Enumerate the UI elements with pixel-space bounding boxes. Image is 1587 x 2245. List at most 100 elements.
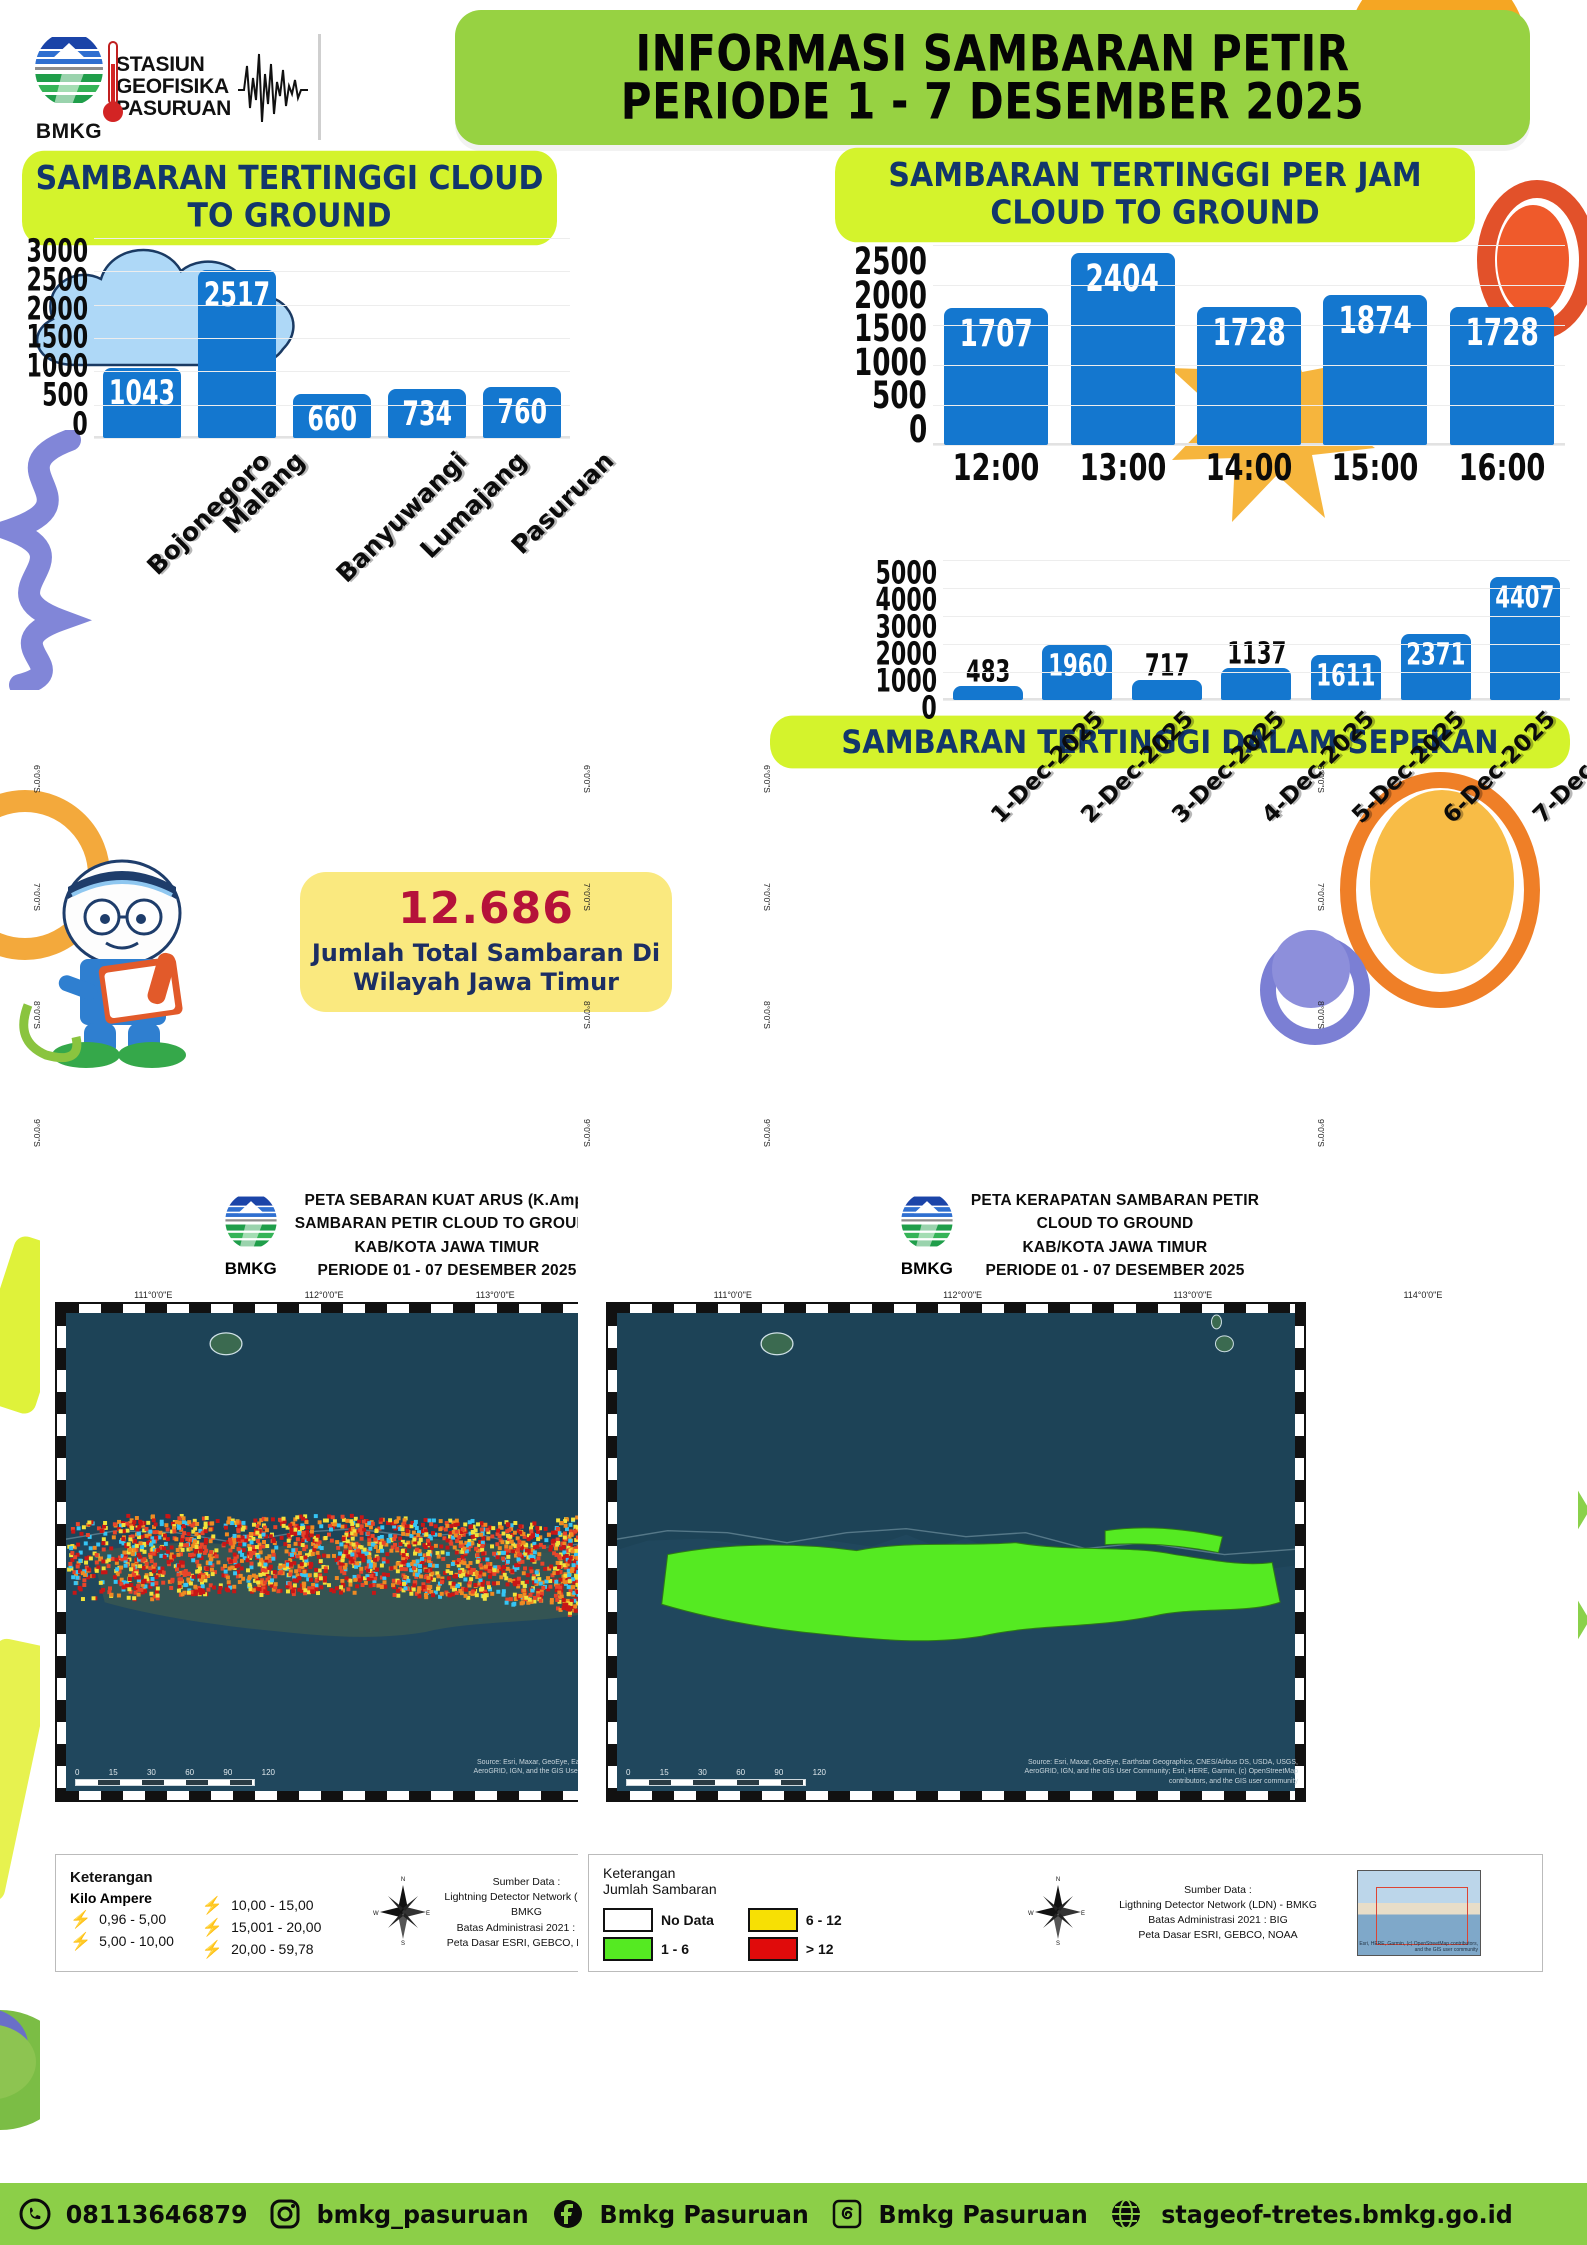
compass-rose-left: N W E S xyxy=(370,1873,436,1954)
y-tick: 3000 xyxy=(26,233,88,270)
seismograph-icon xyxy=(238,53,308,123)
gridline xyxy=(943,644,1570,645)
bar[interactable]: 2404 xyxy=(1070,252,1175,445)
x-labels-region: Bojonegoro Malang Banyuwangi Lumajang Pasuru… xyxy=(94,446,619,588)
footer-contact-item[interactable]: bmkg_pasuruan xyxy=(268,2197,534,2231)
scale-label: 120 xyxy=(261,1768,275,1777)
gridline xyxy=(943,700,1570,701)
x-labels-weekly: 1-Dec-2025 2-Dec-2025 3-Dec-2025 4-Dec-2025… xyxy=(943,706,1587,829)
gridline xyxy=(94,304,570,306)
bmkg-logo: BMKG xyxy=(30,31,108,144)
source-right-l1: Sumber Data : xyxy=(1184,1883,1252,1896)
x-tick-label: 14:00 xyxy=(1205,446,1293,490)
gridline xyxy=(933,245,1565,246)
instagram-icon[interactable] xyxy=(268,2197,302,2231)
gridline xyxy=(94,271,570,273)
lat-tick: 6°0'0"S xyxy=(1316,765,1326,793)
title-line-2: PERIODE 1 - 7 DESEMBER 2025 xyxy=(620,72,1365,130)
lon-tick: 112°0'0"E xyxy=(943,1290,983,1300)
footer-contact-text: 08113646879 xyxy=(65,2199,248,2229)
svg-text:N: N xyxy=(1056,1877,1060,1883)
y-tick: 0 xyxy=(908,406,927,452)
gridline xyxy=(933,285,1565,286)
x-tick-label: 15:00 xyxy=(1331,446,1419,490)
bar[interactable]: 1728 xyxy=(1449,306,1554,445)
gridline xyxy=(933,405,1565,406)
x-tick-slot: 3-Dec-2025 xyxy=(1124,706,1290,829)
lon-tick: 111°0'0"E xyxy=(134,1290,173,1300)
y-axis-weekly: 5000 4000 3000 2000 1000 0 xyxy=(845,558,937,725)
lat-tick: 8°0'0"S xyxy=(1316,1001,1326,1029)
legend-item: No Data xyxy=(603,1908,714,1932)
y-tick: 1000 xyxy=(875,663,937,700)
bar[interactable]: 483 xyxy=(952,655,1023,700)
y-tick: 1500 xyxy=(26,319,88,357)
bar[interactable]: 1874 xyxy=(1323,295,1428,445)
footer-contact-item[interactable]: stageof-tretes.bmkg.go.id xyxy=(1109,2197,1522,2231)
facebook-icon[interactable] xyxy=(551,2197,585,2231)
map-right-title-l1: PETA KERAPATAN SAMBARAN PETIR xyxy=(970,1192,1260,1209)
bar[interactable]: 1137 xyxy=(1221,636,1292,700)
station-name: STASIUN GEOFISIKA PASURUAN xyxy=(116,53,231,120)
map-right-scalebar: 0 15 30 60 90 120 xyxy=(626,1768,826,1786)
bmkg-logo-map-left: BMKG xyxy=(221,1192,281,1279)
legend-item: ⚡ 10,00 - 15,00 xyxy=(202,1897,321,1914)
bars-region: 1043 2517 660 734 760 xyxy=(94,238,570,438)
footer-contact-item[interactable]: Bmkg Pasuruan xyxy=(830,2197,1093,2231)
bar[interactable]: 1043 xyxy=(102,368,181,438)
decor-violet-squiggle xyxy=(0,430,92,690)
gridline xyxy=(943,616,1570,617)
y-tick: 2000 xyxy=(853,272,927,318)
section-title-hourly: SAMBARAN TERTINGGI PER JAM CLOUD TO GROU… xyxy=(835,147,1475,243)
bar[interactable]: 2517 xyxy=(197,270,276,438)
lat-tick: 9°0'0"S xyxy=(582,1119,592,1147)
bar[interactable]: 4407 xyxy=(1490,576,1561,700)
source-left-l2: Lightning Detector Network (LDN) - BMKG xyxy=(444,1891,609,1919)
bar[interactable]: 1611 xyxy=(1311,654,1382,700)
plot-area-weekly: 483 1960 717 1137 1611 2371 4407 xyxy=(943,560,1570,701)
y-axis-region: 3000 2500 2000 1500 1000 500 0 xyxy=(10,233,88,443)
source-right-l2: Ligthning Detector Network (LDN) - BMKG xyxy=(1119,1898,1317,1911)
x-tick-slot: 5-Dec-2025 xyxy=(1304,706,1470,829)
x-tick-slot: Banyuwangi xyxy=(280,446,473,588)
lat-tick: 7°0'0"S xyxy=(762,883,772,911)
chart-weekly: 5000 4000 3000 2000 1000 0 483 1960 717 1137 1611… xyxy=(845,558,1575,725)
x-tick-slot: 6-Dec-2025 xyxy=(1395,706,1561,829)
footer-contact-item[interactable]: Bmkg Pasuruan xyxy=(551,2197,814,2231)
main-title-banner: INFORMASI SAMBARAN PETIR PERIODE 1 - 7 D… xyxy=(455,10,1530,145)
website-icon[interactable] xyxy=(1109,2197,1143,2231)
y-tick: 0 xyxy=(72,406,88,443)
bar-value: 1874 xyxy=(1338,299,1413,343)
map-right-canvas[interactable]: 0 15 30 60 90 120 Source: Esri, Maxar, GeoEye… xyxy=(606,1302,1306,1802)
lat-tick: 8°0'0"S xyxy=(582,1001,592,1029)
legend-item: 1 - 6 xyxy=(603,1937,714,1961)
section-title-weekly: SAMBARAN TERTINGGI DALAM SEPEKAN xyxy=(770,715,1570,769)
map-left-scalebar: 0 15 30 60 90 120 xyxy=(75,1768,275,1786)
bar[interactable]: 1728 xyxy=(1196,306,1301,445)
x-tick-label: 13:00 xyxy=(1079,446,1167,490)
bar-value: 483 xyxy=(965,654,1010,690)
bar[interactable]: 760 xyxy=(483,387,562,438)
lat-tick: 7°0'0"S xyxy=(32,883,42,911)
bar[interactable]: 734 xyxy=(388,389,467,438)
lightning-bolt-icon: ⚡ xyxy=(201,1895,224,1915)
bar-value: 1707 xyxy=(959,312,1033,357)
legend-swatch xyxy=(603,1908,653,1932)
whatsapp-icon[interactable] xyxy=(18,2197,52,2231)
bar[interactable]: 1707 xyxy=(944,308,1049,445)
bar[interactable]: 717 xyxy=(1131,648,1202,700)
y-tick: 3000 xyxy=(875,609,937,646)
y-axis-hourly: 2500 2000 1500 1000 500 0 xyxy=(835,238,927,452)
x-tick-slot: 14:00 xyxy=(1186,447,1312,489)
legend-item: ⚡ 5,00 - 10,00 xyxy=(70,1933,174,1950)
y-tick: 2000 xyxy=(875,636,937,673)
lat-tick: 6°0'0"S xyxy=(762,765,772,793)
lat-tick: 9°0'0"S xyxy=(762,1119,772,1147)
header-divider xyxy=(318,34,321,140)
threads-icon[interactable] xyxy=(830,2197,864,2231)
lightning-bolt-icon: ⚡ xyxy=(201,1939,224,1959)
x-tick-slot: 2-Dec-2025 xyxy=(1033,706,1200,829)
y-tick: 2500 xyxy=(853,238,927,284)
footer-contact-item[interactable]: 08113646879 xyxy=(18,2197,252,2231)
bar[interactable]: 660 xyxy=(292,394,371,438)
